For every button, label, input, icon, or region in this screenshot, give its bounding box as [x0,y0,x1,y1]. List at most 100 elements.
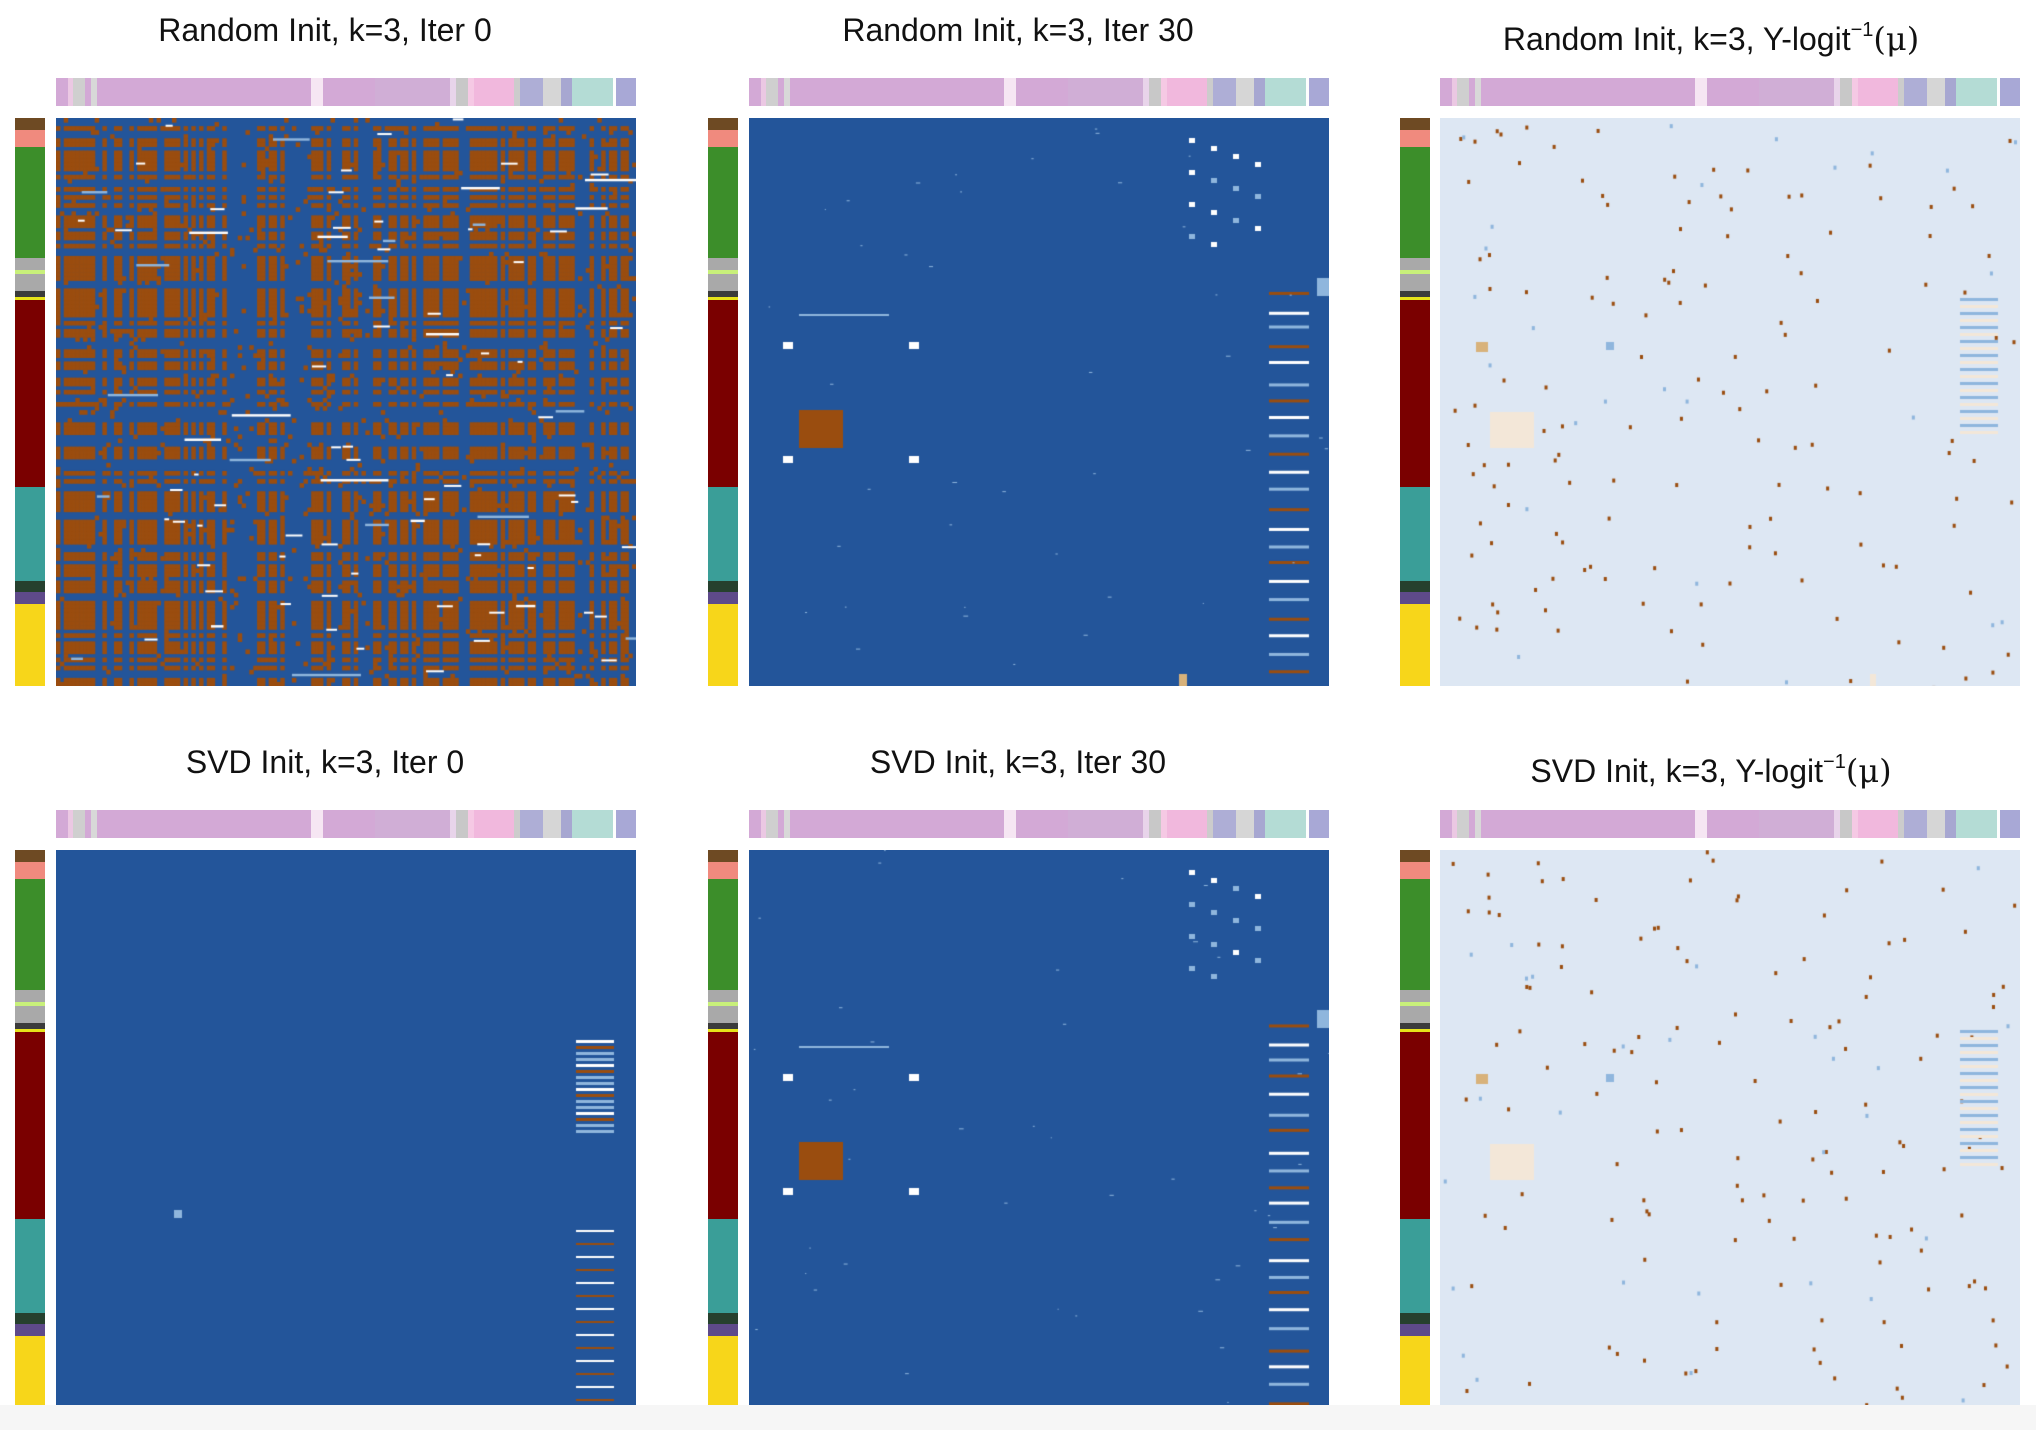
row-annotation-bar [708,850,738,1418]
column-annotation-segment [1898,810,1904,838]
row-annotation-segment [15,1336,45,1418]
column-annotation-segment [1944,810,1957,838]
heatmap [749,118,1329,686]
column-annotation-segment [1265,78,1306,106]
column-annotation-segment [1236,78,1254,106]
row-annotation-segment [15,1005,45,1024]
column-annotation-segment [56,78,68,106]
column-annotation-segment [56,810,68,838]
row-annotation-segment [708,1312,738,1325]
row-annotation-segment [1400,580,1430,593]
row-annotation-segment [15,299,45,488]
row-annotation-segment [15,850,45,862]
column-annotation-segment [749,78,761,106]
row-annotation-segment [15,879,45,991]
column-annotation-segment [374,810,451,838]
row-annotation-segment [708,1023,738,1029]
column-annotation-bar [1440,78,2020,106]
column-annotation-segment [766,78,778,106]
column-annotation-bar [56,810,636,838]
column-annotation-segment [322,810,375,838]
panel-title: SVD Init, k=3, Iter 30 [693,732,1343,792]
row-annotation-segment [1400,1312,1430,1325]
column-annotation-segment [519,810,544,838]
row-annotation-segment [1400,1028,1430,1032]
column-annotation-segment [311,78,323,106]
row-annotation-segment [15,1031,45,1220]
panel-title: Random Init, k=3, Iter 30 [693,0,1343,60]
column-annotation-segment [1067,78,1144,106]
column-annotation-segment [1207,78,1213,106]
row-annotation-segment [708,592,738,605]
row-annotation-segment [708,1005,738,1024]
column-annotation-segment [467,78,474,106]
column-annotation-segment [84,78,91,106]
row-annotation-segment [1400,487,1430,581]
column-annotation-segment [1927,78,1945,106]
column-annotation-segment [1474,810,1481,838]
panel-title-text: SVD Init, k=3, Y-logit [1530,753,1824,789]
row-annotation-segment [15,1312,45,1325]
column-annotation-segment [543,810,561,838]
column-annotation-segment [1999,78,2020,106]
panel-title-superscript: −1 [1823,751,1846,773]
column-annotation-segment [1166,810,1208,838]
column-annotation-segment [789,78,1005,106]
column-annotation-segment [1212,78,1237,106]
row-annotation-segment [708,1031,738,1220]
row-annotation-segment [1400,129,1430,148]
row-annotation-segment [15,580,45,593]
column-annotation-segment [456,78,468,106]
column-annotation-segment [1067,810,1144,838]
row-annotation-segment [708,299,738,488]
column-annotation-segment [374,78,451,106]
row-annotation-segment [708,258,738,271]
column-annotation-segment [450,78,457,106]
column-annotation-segment [1236,810,1254,838]
column-annotation-segment [514,810,520,838]
row-annotation-segment [708,1336,738,1418]
row-annotation-bar [1400,850,1430,1418]
column-annotation-segment [456,810,468,838]
column-annotation-bar [749,78,1329,106]
column-annotation-segment [1451,810,1458,838]
panel-title-text: SVD Init, k=3, Iter 0 [185,744,465,780]
column-annotation-segment [572,78,613,106]
column-annotation-segment [615,810,636,838]
column-annotation-segment [612,810,616,838]
column-annotation-segment [322,78,375,106]
column-annotation-segment [467,810,474,838]
row-annotation-segment [1400,1002,1430,1006]
column-annotation-segment [67,810,74,838]
column-annotation-segment [1956,78,1997,106]
column-annotation-segment [1851,78,1858,106]
row-annotation-segment [708,147,738,259]
row-annotation-segment [708,879,738,991]
row-annotation-segment [708,296,738,300]
panel-title-mu: (μ) [1845,752,1892,790]
row-annotation-segment [708,990,738,1003]
column-annotation-segment [73,810,85,838]
column-annotation-segment [789,810,1005,838]
column-annotation-segment [73,78,85,106]
row-annotation-segment [1400,1219,1430,1313]
row-annotation-segment [1400,273,1430,292]
column-annotation-segment [543,78,561,106]
row-annotation-segment [1400,296,1430,300]
panel-title: Random Init, k=3, Y-logit−1(μ) [1386,0,2036,60]
row-annotation-segment [1400,1005,1430,1024]
panel-title-superscript: −1 [1850,19,1874,41]
column-annotation-segment [560,78,573,106]
column-annotation-segment [1996,78,2000,106]
column-annotation-segment [473,810,515,838]
row-annotation-segment [15,592,45,605]
column-annotation-segment [1305,810,1309,838]
column-annotation-segment [1956,810,1997,838]
row-annotation-segment [708,1002,738,1006]
row-annotation-segment [15,861,45,880]
row-annotation-segment [708,487,738,581]
heatmap [749,850,1329,1418]
row-annotation-segment [1400,1023,1430,1029]
column-annotation-segment [1004,78,1016,106]
column-annotation-segment [1143,78,1150,106]
